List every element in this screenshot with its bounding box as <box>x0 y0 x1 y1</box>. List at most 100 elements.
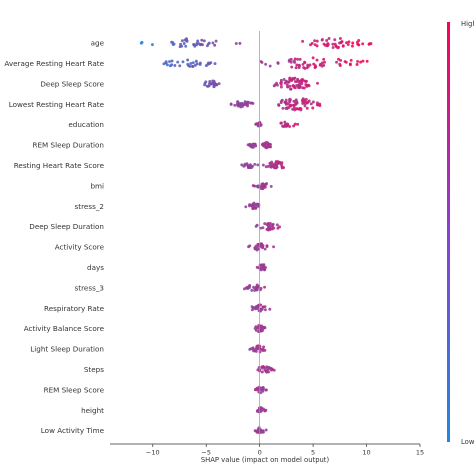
shap-point <box>282 78 286 81</box>
shap-point <box>214 82 218 86</box>
shap-point <box>266 164 270 168</box>
shap-point <box>296 57 300 61</box>
shap-point <box>325 39 329 42</box>
shap-point <box>233 103 237 107</box>
shap-point <box>280 98 284 102</box>
shap-point <box>185 39 188 42</box>
shap-point <box>311 106 315 110</box>
shap-point <box>279 121 283 125</box>
shap-point <box>257 426 261 430</box>
shap-point <box>261 182 265 186</box>
shap-point <box>293 76 297 80</box>
shap-point <box>264 141 268 144</box>
shap-point <box>196 39 200 43</box>
shap-point <box>248 283 252 287</box>
shap-point <box>229 102 233 106</box>
shap-point <box>292 103 296 107</box>
shap-point <box>173 64 177 67</box>
shap-point <box>355 63 359 66</box>
shap-point <box>264 369 268 373</box>
shap-point <box>315 103 319 107</box>
shap-point <box>295 63 299 67</box>
shap-point <box>189 62 193 65</box>
shap-point <box>201 43 204 47</box>
shap-point <box>270 164 274 168</box>
shap-point <box>277 103 281 107</box>
shap-point <box>256 242 260 246</box>
shap-point <box>265 182 268 186</box>
shap-point <box>203 83 207 87</box>
shap-point <box>350 44 354 48</box>
shap-point <box>356 42 360 46</box>
feature-points <box>255 406 268 414</box>
shap-point <box>297 86 301 89</box>
shap-point <box>323 60 327 64</box>
shap-point <box>265 227 269 231</box>
shap-point <box>181 60 185 64</box>
feature-label: Activity Balance Score <box>24 324 105 333</box>
shap-point <box>307 99 311 103</box>
shap-point <box>288 125 292 129</box>
feature-label: Lowest Resting Heart Rate <box>9 100 105 109</box>
shap-point <box>303 104 307 108</box>
shap-point <box>279 101 283 105</box>
shap-point <box>243 287 246 291</box>
shap-point <box>345 41 348 45</box>
shap-point <box>311 100 315 104</box>
shap-point <box>250 288 254 292</box>
shap-point <box>255 430 259 434</box>
shap-point <box>268 227 272 231</box>
shap-point <box>254 307 258 310</box>
shap-point <box>213 62 217 66</box>
shap-point <box>281 106 285 110</box>
shap-point <box>294 66 298 70</box>
shap-point <box>178 45 182 49</box>
shap-point <box>343 60 347 63</box>
shap-point <box>261 430 265 434</box>
shap-point <box>186 58 190 62</box>
shap-point <box>275 165 279 169</box>
shap-point <box>258 350 262 354</box>
shap-point <box>200 38 204 42</box>
feature-points <box>229 97 322 112</box>
shap-point <box>268 223 272 227</box>
shap-point <box>289 57 293 61</box>
shap-point <box>311 56 315 60</box>
shap-point <box>281 124 285 128</box>
shap-point <box>240 163 244 167</box>
shap-point <box>306 63 310 67</box>
shap-point <box>251 207 255 211</box>
shap-point <box>244 205 248 209</box>
shap-point <box>247 286 251 290</box>
shap-point <box>192 43 196 46</box>
shap-point <box>248 244 252 248</box>
shap-point <box>267 370 271 374</box>
shap-point <box>285 83 289 87</box>
shap-point <box>191 61 195 65</box>
shap-point <box>269 143 272 147</box>
shap-point <box>253 348 257 352</box>
feature-label: Activity Score <box>55 243 105 252</box>
colorbar-high-label: High <box>461 20 474 28</box>
shap-point <box>254 328 258 332</box>
feature-points <box>256 365 276 374</box>
shap-point <box>234 42 238 45</box>
feature-label: Deep Sleep Duration <box>29 222 104 231</box>
shap-point <box>276 226 280 230</box>
shap-point <box>265 145 269 149</box>
shap-point <box>258 329 262 333</box>
shap-point <box>316 81 319 85</box>
shap-point <box>338 37 342 40</box>
shap-point <box>264 408 268 412</box>
feature-points <box>254 120 300 129</box>
shap-point <box>204 64 208 68</box>
shap-point <box>298 57 302 61</box>
shap-point <box>293 108 297 112</box>
shap-point <box>276 61 280 65</box>
shap-point <box>247 100 250 104</box>
shap-point <box>293 122 297 126</box>
shap-point <box>294 99 298 103</box>
shap-point <box>214 39 218 43</box>
feature-points <box>248 344 267 354</box>
shap-point <box>268 64 272 68</box>
